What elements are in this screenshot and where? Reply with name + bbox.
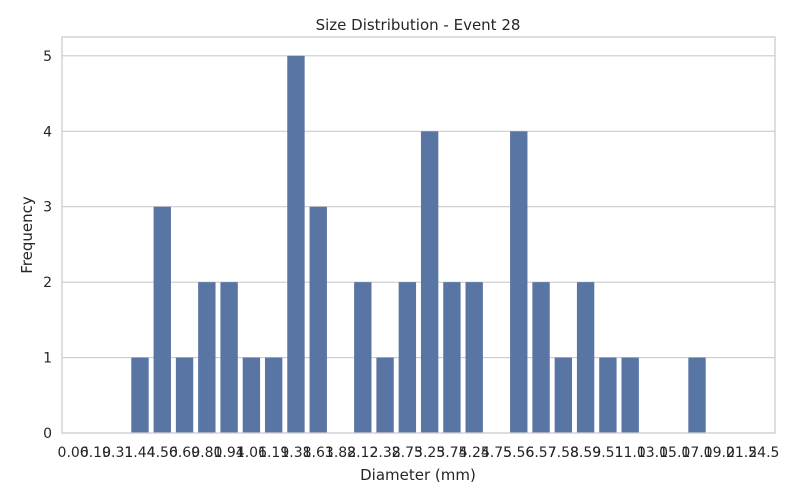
bar [242,357,261,433]
x-tick-label: 2.38 [369,445,400,461]
bar [510,131,528,434]
plot-frame [61,36,776,434]
x-tick-label: 0.69 [169,445,200,461]
x-tick-label: 6.57 [525,445,556,461]
bar [599,357,617,433]
x-tick-label: 3.25 [414,445,445,461]
bar [532,282,550,433]
bar [153,206,171,433]
x-tick-label: 19.0 [704,445,735,461]
x-tick-label: 21.5 [726,445,757,461]
bar [175,357,194,433]
bar [398,282,417,433]
bar [220,282,238,433]
x-tick-label: 0.81 [191,445,222,461]
x-tick-label: 9.51 [592,445,623,461]
bar [554,357,573,433]
x-tick-label: 1.44 [124,445,155,461]
x-tick-label: 2.12 [347,445,378,461]
x-tick-label: 0.19 [80,445,111,461]
bar [198,282,216,433]
y-tick-label: 3 [43,200,52,216]
x-tick-label: 7.58 [548,445,579,461]
bars [131,55,706,434]
bar [465,282,483,433]
x-tick-label: 8.59 [570,445,601,461]
x-tick-label: 15.0 [659,445,690,461]
x-tick-label: 4.25 [459,445,490,461]
x-tick-label: 17.0 [681,445,712,461]
x-tick-label: 24.5 [748,445,779,461]
x-tick-label: 1.06 [236,445,267,461]
bar [264,357,283,433]
x-tick-label: 5.56 [503,445,534,461]
bar [621,357,639,433]
y-tick-label: 4 [43,124,52,140]
x-tick-label: 0.06 [58,445,89,461]
bar [376,357,394,433]
x-tick-labels: 0.060.190.311.444.560.690.810.941.061.19… [58,445,780,461]
bar [576,282,595,433]
bar [443,282,461,433]
chart-title: Size Distribution - Event 28 [316,16,521,34]
bar [287,55,305,433]
x-tick-label: 4.75 [481,445,512,461]
x-tick-label: 4.56 [147,445,178,461]
x-tick-label: 0.94 [214,445,245,461]
y-tick-label: 1 [43,351,52,367]
x-tick-label: 0.31 [102,445,133,461]
bar [420,131,439,434]
x-tick-label: 1.88 [325,445,356,461]
x-tick-label: 2.75 [392,445,423,461]
x-tick-label: 11.0 [615,445,646,461]
y-tick-labels: 0 1 2 3 4 5 [43,49,52,442]
y-tick-label: 5 [43,49,52,65]
x-tick-label: 1.63 [303,445,334,461]
x-tick-label: 3.75 [436,445,467,461]
y-tick-label: 0 [43,426,52,442]
bar [309,206,327,433]
x-axis-title: Diameter (mm) [360,466,476,484]
y-axis-title: Frequency [18,196,36,274]
bar [354,282,372,433]
x-tick-label: 1.38 [280,445,311,461]
bar [131,357,149,433]
y-tick-label: 2 [43,275,52,291]
x-tick-label: 1.19 [258,445,289,461]
x-tick-label: 13.0 [637,445,668,461]
bar [688,357,706,433]
